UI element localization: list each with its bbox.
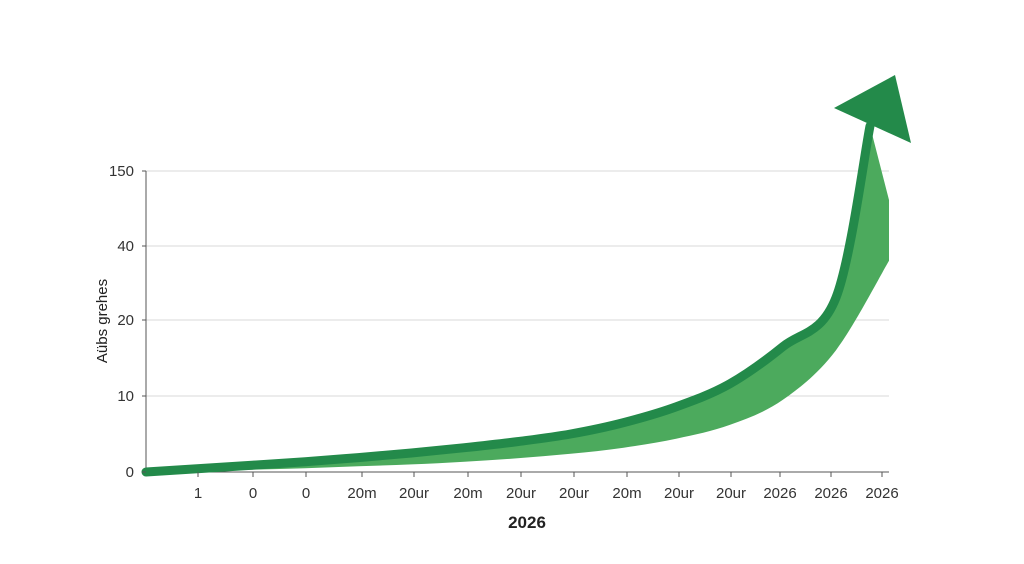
x-tick-label: 2026: [814, 485, 847, 502]
x-tick-label: 2026: [865, 485, 898, 502]
x-tick-label: 20ur: [664, 485, 694, 502]
x-tick-label: 2026: [763, 485, 796, 502]
growth-band-edge: [141, 121, 875, 477]
x-tick-label: 1: [194, 485, 202, 502]
y-tick-label: 20: [117, 312, 134, 329]
y-tick-label: 40: [117, 238, 134, 255]
axes: [145, 171, 889, 473]
x-tick-label: 0: [249, 485, 257, 502]
x-tick-label: 20ur: [716, 485, 746, 502]
x-tick-label: 0: [302, 485, 310, 502]
x-tick-label: 20m: [347, 485, 376, 502]
y-tick-labels: 0 10 20 40 150: [109, 163, 146, 481]
x-axis-title: 2026: [508, 513, 546, 532]
x-tick-label: 20ur: [559, 485, 589, 502]
x-tick-label: 20m: [612, 485, 641, 502]
series-area: [141, 75, 911, 477]
x-tick-label: 20m: [453, 485, 482, 502]
x-tick-labels: 1 0 0 20m 20ur 20m 20ur 20ur 20m 20ur 20ur 2026 2026…: [194, 472, 899, 502]
growth-band: [146, 126, 889, 472]
y-tick-label: 150: [109, 163, 134, 180]
x-tick-label: 20ur: [506, 485, 536, 502]
x-tick-label: 20ur: [399, 485, 429, 502]
growth-arrow-head-icon: [834, 75, 911, 143]
y-tick-label: 0: [126, 464, 134, 481]
y-axis-title: Aübs grehes: [94, 279, 111, 363]
y-tick-label: 10: [117, 388, 134, 405]
